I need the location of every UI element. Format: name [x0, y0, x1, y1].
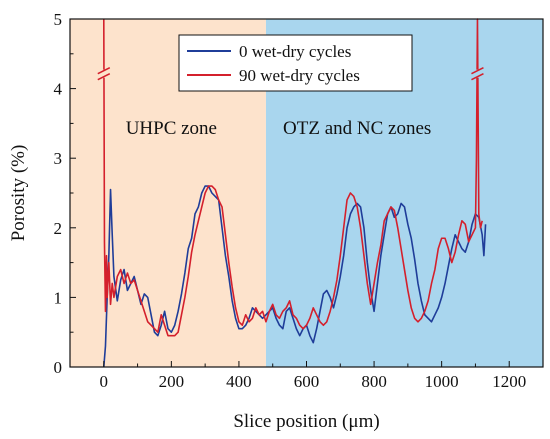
x-tick-label: 200	[159, 372, 185, 391]
axis-break-marks	[97, 66, 484, 81]
zone-label-uhpc: UHPC zone	[126, 118, 217, 139]
x-tick-label: 1200	[492, 372, 526, 391]
x-tick-label: 800	[361, 372, 387, 391]
x-tick-label: 600	[294, 372, 320, 391]
x-axis-ticks: 0 200 400 600 800 1000 1200	[69, 361, 544, 391]
y-tick-label: 1	[54, 288, 63, 307]
axis-break-slash-a-0	[97, 66, 111, 75]
axis-break-gap-1	[471, 69, 484, 78]
series-layer	[102, 18, 487, 368]
x-axis-title: Slice position (μm)	[233, 411, 379, 432]
legend-label-90-cycles: 90 wet-dry cycles	[239, 66, 360, 85]
y-tick-label: 2	[54, 219, 63, 238]
y-axis-ticks: 0 1 2 3 4 5	[54, 10, 76, 377]
axis-break-gap-0	[97, 69, 110, 78]
axis-break-slash-a-1	[471, 66, 484, 75]
legend-label-0-cycles: 0 wet-dry cycles	[239, 42, 351, 61]
y-tick-label: 0	[54, 358, 63, 377]
axis-break-slash-b-0	[97, 72, 111, 81]
series-line-0	[102, 185, 487, 368]
legend-box	[178, 34, 413, 92]
x-tick-label: 400	[226, 372, 252, 391]
y-tick-label: 5	[54, 10, 63, 29]
x-tick-label: 0	[100, 372, 109, 391]
y-tick-label: 3	[54, 149, 63, 168]
y-tick-label: 4	[54, 80, 63, 99]
legend: 0 wet-dry cycles 90 wet-dry cycles	[178, 34, 413, 92]
x-tick-label: 1000	[425, 372, 459, 391]
axis-break-slash-b-1	[471, 72, 484, 81]
series-line-1	[102, 18, 483, 337]
y-axis-title: Porosity (%)	[8, 145, 29, 242]
zone-label-otz-nc: OTZ and NC zones	[283, 118, 431, 139]
